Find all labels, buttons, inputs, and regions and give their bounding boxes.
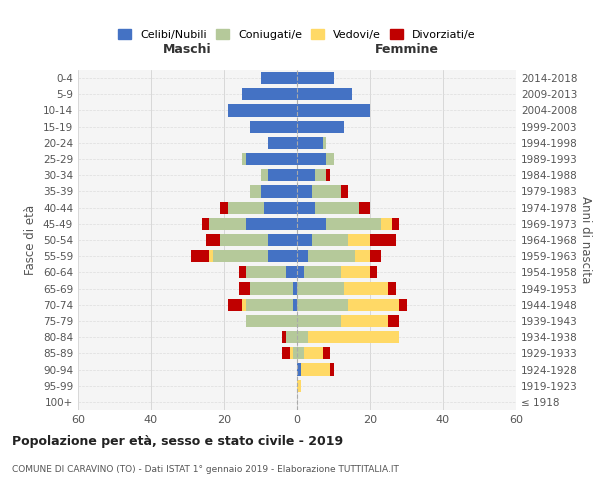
Bar <box>297 88 352 101</box>
Bar <box>206 234 220 246</box>
Bar <box>297 137 323 149</box>
Y-axis label: Fasce di età: Fasce di età <box>25 205 37 275</box>
Bar <box>260 186 297 198</box>
Bar <box>209 218 246 230</box>
Bar <box>297 348 304 360</box>
Bar <box>246 298 293 311</box>
Bar <box>344 282 388 294</box>
Bar <box>348 234 370 246</box>
Bar <box>260 72 297 84</box>
Bar <box>297 331 308 343</box>
Bar <box>264 202 297 213</box>
Bar <box>268 169 297 181</box>
Bar <box>227 104 297 117</box>
Bar <box>301 364 330 376</box>
Bar <box>315 169 326 181</box>
Bar <box>297 153 326 165</box>
Bar <box>297 315 341 327</box>
Bar <box>227 202 264 213</box>
Bar <box>293 348 297 360</box>
Bar <box>341 315 388 327</box>
Bar <box>220 234 268 246</box>
Bar <box>268 250 297 262</box>
Bar <box>297 282 344 294</box>
Bar <box>297 72 334 84</box>
Bar <box>286 266 297 278</box>
Bar <box>242 153 246 165</box>
Y-axis label: Anni di nascita: Anni di nascita <box>578 196 592 284</box>
Bar <box>297 298 348 311</box>
Bar <box>191 250 209 262</box>
Bar <box>297 186 311 198</box>
Bar <box>388 315 399 327</box>
Bar <box>311 186 341 198</box>
Bar <box>239 282 250 294</box>
Text: Maschi: Maschi <box>163 44 212 57</box>
Bar <box>293 282 297 294</box>
Bar <box>297 234 311 246</box>
Bar <box>341 266 370 278</box>
Bar <box>242 88 297 101</box>
Bar <box>323 348 330 360</box>
Bar <box>297 250 308 262</box>
Bar <box>246 266 286 278</box>
Bar <box>304 266 341 278</box>
Bar <box>268 234 297 246</box>
Bar <box>242 298 246 311</box>
Bar <box>297 169 315 181</box>
Bar <box>297 120 344 132</box>
Bar <box>399 298 407 311</box>
Bar <box>290 348 293 360</box>
Bar <box>227 298 242 311</box>
Bar <box>209 250 213 262</box>
Bar <box>326 218 381 230</box>
Bar <box>286 331 297 343</box>
Bar <box>239 266 246 278</box>
Bar <box>297 364 301 376</box>
Bar <box>297 104 370 117</box>
Bar <box>250 282 293 294</box>
Bar <box>260 169 268 181</box>
Bar <box>293 298 297 311</box>
Bar <box>202 218 209 230</box>
Bar <box>250 186 260 198</box>
Legend: Celibi/Nubili, Coniugati/e, Vedovi/e, Divorziati/e: Celibi/Nubili, Coniugati/e, Vedovi/e, Di… <box>114 24 480 44</box>
Bar <box>315 202 359 213</box>
Bar <box>283 331 286 343</box>
Bar <box>311 234 348 246</box>
Bar <box>355 250 370 262</box>
Bar <box>326 169 330 181</box>
Bar <box>283 348 290 360</box>
Bar <box>268 137 297 149</box>
Bar <box>392 218 399 230</box>
Bar <box>297 266 304 278</box>
Bar <box>220 202 227 213</box>
Text: COMUNE DI CARAVINO (TO) - Dati ISTAT 1° gennaio 2019 - Elaborazione TUTTITALIA.I: COMUNE DI CARAVINO (TO) - Dati ISTAT 1° … <box>12 465 399 474</box>
Bar <box>308 331 399 343</box>
Bar <box>359 202 370 213</box>
Bar <box>213 250 268 262</box>
Bar <box>381 218 392 230</box>
Bar <box>348 298 399 311</box>
Bar <box>308 250 355 262</box>
Bar <box>250 120 297 132</box>
Bar <box>297 218 326 230</box>
Bar <box>330 364 334 376</box>
Bar <box>326 153 334 165</box>
Bar <box>341 186 348 198</box>
Bar <box>370 250 381 262</box>
Bar <box>388 282 395 294</box>
Bar <box>246 315 297 327</box>
Bar <box>370 234 395 246</box>
Bar <box>297 380 301 392</box>
Bar <box>304 348 323 360</box>
Bar <box>323 137 326 149</box>
Text: Popolazione per età, sesso e stato civile - 2019: Popolazione per età, sesso e stato civil… <box>12 435 343 448</box>
Bar <box>370 266 377 278</box>
Text: Femmine: Femmine <box>374 44 439 57</box>
Bar <box>246 218 297 230</box>
Bar <box>297 202 315 213</box>
Bar <box>246 153 297 165</box>
